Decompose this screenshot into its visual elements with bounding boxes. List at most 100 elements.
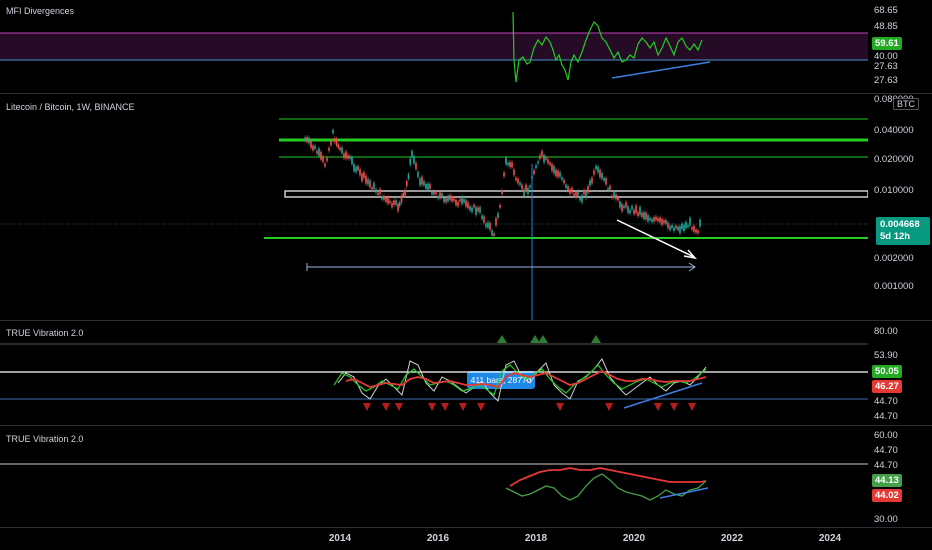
candle-body <box>407 174 410 179</box>
candle-body <box>631 205 633 210</box>
pane-separator[interactable] <box>0 320 932 321</box>
candle-body <box>589 180 591 186</box>
symbol-title[interactable]: Litecoin / Bitcoin, 1W, BINANCE <box>6 102 135 112</box>
pane-separator[interactable] <box>0 425 932 426</box>
candle-body <box>495 218 497 226</box>
vibration-pane-2[interactable]: TRUE Vibration 2.0 60.00 44.70 44.70 30.… <box>0 426 932 527</box>
candle-body <box>615 194 617 200</box>
candle-body <box>659 217 661 223</box>
candle-body <box>587 186 589 193</box>
candle-body <box>417 171 419 178</box>
candle-body <box>387 197 389 204</box>
price-axis-label: 0.020000 <box>874 154 914 165</box>
vib1-red-tag: 46.27 <box>872 380 902 393</box>
candle-body <box>404 190 406 196</box>
candle-body <box>461 197 463 205</box>
candle-body <box>553 166 555 174</box>
candle-body <box>487 222 489 228</box>
vib2-axis-label: 44.70 <box>874 445 898 456</box>
candle-body <box>397 203 399 212</box>
candle-body <box>398 202 401 207</box>
price-axis[interactable]: 0.080000 0.040000 0.020000 0.010000 0.00… <box>868 94 932 320</box>
candle-body <box>691 227 693 230</box>
mfi-band <box>0 33 868 60</box>
candle-body <box>493 233 495 236</box>
candle-body <box>567 186 569 191</box>
candle-body <box>343 153 345 159</box>
candle-body <box>483 216 485 223</box>
candle-body <box>555 169 557 177</box>
candle-body <box>451 196 453 202</box>
candle-body <box>621 204 623 212</box>
signal-triangle-up <box>530 335 540 343</box>
candle-body <box>355 166 357 173</box>
vibration-plot-1[interactable]: TRUE Vibration 2.0 <box>0 321 868 425</box>
candle-body <box>599 169 601 178</box>
vib2-divergence-line <box>659 487 709 499</box>
current-price-tag: 0.004668 5d 12h <box>876 217 930 245</box>
candle-body <box>337 144 340 148</box>
time-axis-label: 2022 <box>720 533 744 544</box>
candle-body <box>347 154 349 159</box>
time-axis[interactable]: 2014 2016 2018 2020 2022 2024 <box>0 527 932 550</box>
candle-body <box>561 177 563 180</box>
candle-body <box>661 218 663 225</box>
candle-body <box>641 212 643 217</box>
candle-body <box>363 172 365 178</box>
vibration-2-axis[interactable]: 60.00 44.70 44.70 30.00 44.13 44.02 <box>868 426 932 527</box>
candle-body <box>571 187 573 193</box>
candle-body <box>395 200 397 205</box>
candle-body <box>535 165 537 169</box>
mfi-plot[interactable]: MFI Divergences <box>0 0 868 93</box>
candle-body <box>431 191 433 195</box>
time-axis-label: 2014 <box>328 533 352 544</box>
bar-countdown: 5d 12h <box>880 231 911 242</box>
candle-body <box>455 199 457 206</box>
candle-body <box>547 159 549 164</box>
mfi-price-axis[interactable]: 68.65 48.85 40.00 27.63 27.63 59.61 <box>868 0 932 93</box>
candle-body <box>529 185 531 188</box>
vib1-green-tag: 50.05 <box>872 365 902 378</box>
candle-body <box>481 215 483 220</box>
candle-body <box>385 197 387 202</box>
candle-body <box>505 157 507 165</box>
vib1-green-line <box>333 364 707 396</box>
candle-body <box>613 192 615 198</box>
vibration-pane-1[interactable]: TRUE Vibration 2.0 80.00 53.90 44.70 44.… <box>0 321 932 425</box>
pane-separator[interactable] <box>0 93 932 94</box>
vib2-axis-label: 44.70 <box>874 460 898 471</box>
vibration-1-axis[interactable]: 80.00 53.90 44.70 44.70 50.05 46.27 <box>868 321 932 425</box>
candle-body <box>306 136 308 142</box>
signal-triangle-up <box>497 335 507 343</box>
candle-body <box>545 157 547 160</box>
candle-body <box>675 225 677 229</box>
vibration-plot-2[interactable]: TRUE Vibration 2.0 <box>0 426 868 527</box>
mfi-axis-label: 48.85 <box>874 21 898 32</box>
candle-body <box>531 176 533 179</box>
mfi-axis-label: 40.00 <box>874 51 898 62</box>
candle-body <box>667 222 669 229</box>
candle-body <box>371 187 373 190</box>
candle-body <box>324 163 326 167</box>
candle-body <box>419 178 421 186</box>
candle-body <box>365 175 367 184</box>
mfi-pane[interactable]: MFI Divergences 68.65 48.85 40.00 27.63 … <box>0 0 932 93</box>
candle-body <box>328 147 330 151</box>
candle-body <box>543 154 545 163</box>
signal-triangle-up <box>591 335 601 343</box>
candle-body <box>457 201 459 207</box>
price-plot[interactable]: Litecoin / Bitcoin, 1W, BINANCE 411 bars… <box>0 94 869 389</box>
candle-body <box>681 223 683 230</box>
candle-body <box>573 193 575 196</box>
candle-body <box>469 206 471 211</box>
currency-badge[interactable]: BTC <box>893 98 919 110</box>
candle-body <box>591 177 593 184</box>
mfi-chart <box>0 11 868 83</box>
price-axis-label: 0.002000 <box>874 253 914 264</box>
candle-body <box>689 217 691 226</box>
price-axis-label: 0.040000 <box>874 125 914 136</box>
price-pane[interactable]: Litecoin / Bitcoin, 1W, BINANCE 411 bars… <box>0 94 932 389</box>
candle-body <box>563 179 565 184</box>
candle-body <box>497 213 499 218</box>
candle-body <box>617 197 619 201</box>
